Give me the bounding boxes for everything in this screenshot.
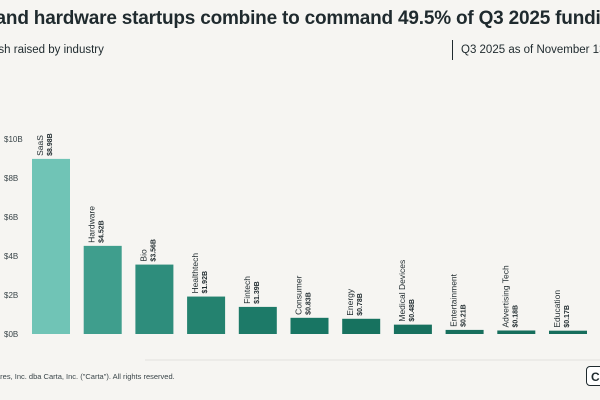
value-label: $0.78B bbox=[357, 293, 364, 316]
bar bbox=[83, 245, 122, 334]
bar bbox=[290, 317, 329, 334]
category-label: Fintech bbox=[242, 276, 252, 304]
bar-label-group: Consumer $0.83B bbox=[294, 275, 313, 314]
footer-credit: ares, Inc. dba Carta, Inc. ("Carta"). Al… bbox=[0, 372, 175, 381]
carta-logo: C bbox=[586, 366, 600, 386]
bar-label-group: Healthtech $1.92B bbox=[190, 253, 209, 294]
y-tick-label: $10B bbox=[4, 135, 23, 144]
bar-label-group: Medical Devices $0.48B bbox=[397, 260, 416, 322]
category-label: Hardware bbox=[87, 206, 97, 243]
value-label: $0.18B bbox=[512, 305, 519, 328]
bar-label-group: Entertainment $0.21B bbox=[449, 273, 468, 327]
date-note: Q3 2025 as of November 13, 2 bbox=[452, 40, 600, 60]
y-tick-label: $8B bbox=[4, 174, 18, 183]
category-label: Healthtech bbox=[190, 253, 200, 294]
value-label: $0.48B bbox=[409, 299, 416, 322]
value-label: $3.56B bbox=[150, 239, 157, 262]
category-label: Entertainment bbox=[449, 273, 459, 327]
y-tick-label: $2B bbox=[4, 291, 18, 300]
bar-label-group: Advertising Tech $0.18B bbox=[500, 265, 519, 327]
y-tick-label: $6B bbox=[4, 213, 18, 222]
bar-label-group: Bio $3.56B bbox=[138, 239, 157, 262]
bar bbox=[549, 330, 587, 334]
bar-label-group: Hardware $4.52B bbox=[87, 206, 106, 243]
chart-subtitle: ash raised by industry bbox=[0, 44, 104, 56]
chart-title: S and hardware startups combine to comma… bbox=[0, 8, 600, 29]
value-label: $1.39B bbox=[254, 281, 261, 304]
bar bbox=[342, 318, 381, 334]
category-label: SaaS bbox=[35, 135, 45, 156]
bar bbox=[187, 296, 226, 334]
bar-label-group: Energy $0.78B bbox=[345, 288, 364, 316]
category-label: Energy bbox=[345, 288, 355, 316]
value-label: $0.17B bbox=[564, 305, 571, 328]
bar bbox=[497, 330, 536, 334]
y-tick-label: $0B bbox=[4, 330, 18, 339]
bar bbox=[32, 158, 70, 334]
bar-label-group: SaaS $8.98B bbox=[35, 133, 54, 156]
value-label: $4.52B bbox=[99, 220, 106, 243]
bar-label-group: Education $0.17B bbox=[552, 290, 571, 328]
category-label: Medical Devices bbox=[397, 260, 407, 322]
category-label: Consumer bbox=[294, 275, 304, 314]
value-label: $0.21B bbox=[461, 304, 468, 327]
value-label: $0.83B bbox=[306, 292, 313, 315]
category-label: Education bbox=[552, 290, 562, 328]
bar bbox=[238, 306, 277, 334]
value-label: $1.92B bbox=[202, 271, 209, 294]
value-label: $8.98B bbox=[47, 133, 54, 156]
category-label: Advertising Tech bbox=[500, 265, 510, 327]
bar bbox=[445, 329, 484, 334]
category-label: Bio bbox=[138, 249, 148, 262]
bar-label-group: Fintech $1.39B bbox=[242, 276, 261, 304]
bar bbox=[393, 324, 432, 334]
y-tick-label: $4B bbox=[4, 252, 18, 261]
bar bbox=[135, 264, 174, 334]
